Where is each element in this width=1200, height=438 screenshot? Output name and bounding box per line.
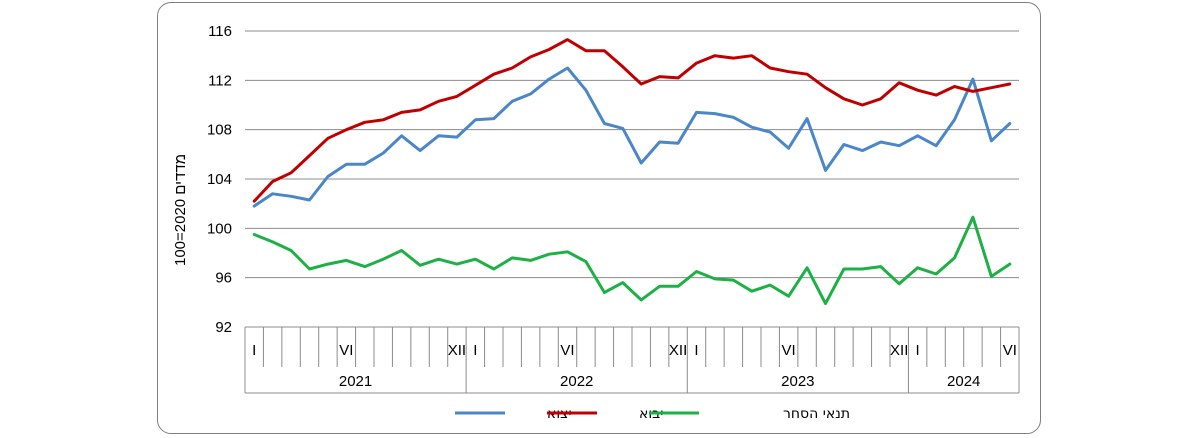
- y-tick-label: 92: [215, 319, 232, 336]
- series-line: [252, 215, 1012, 306]
- gridlines: [245, 30, 1019, 279]
- series-lines: [252, 38, 1012, 306]
- year-label: 2024: [947, 373, 980, 390]
- month-label: I: [916, 342, 920, 359]
- month-label: XII: [448, 342, 466, 359]
- month-label: XII: [669, 342, 687, 359]
- chart-frame: [157, 2, 1041, 434]
- year-label: 2023: [781, 373, 814, 390]
- month-label: VI: [560, 342, 574, 359]
- year-label: 2022: [560, 373, 593, 390]
- y-tick-label: 100: [207, 220, 232, 237]
- y-tick-label: 108: [207, 122, 232, 139]
- y-tick-label: 96: [215, 270, 232, 287]
- y-tick-label: 104: [207, 171, 232, 188]
- month-label: I: [473, 342, 477, 359]
- y-axis-ticks: 92 96 100 104 108 112 116: [207, 23, 232, 336]
- year-label: 2021: [339, 373, 372, 390]
- series-line: [252, 38, 1012, 203]
- y-tick-label: 116: [208, 23, 232, 40]
- month-label: XII: [890, 342, 908, 359]
- x-axis: I VI XII I VI XII I VI XII I VI 2021 2022 2023 2024: [244, 326, 1020, 394]
- month-label: VI: [782, 342, 796, 359]
- legend-label: תנאי הסחר: [783, 406, 850, 422]
- y-tick-label: 112: [208, 72, 232, 89]
- legend: יצואיבואתנאי הסחר: [455, 406, 850, 422]
- month-label: VI: [1003, 342, 1017, 359]
- month-label: I: [252, 342, 256, 359]
- series-line: [252, 66, 1012, 208]
- month-label: I: [694, 342, 698, 359]
- y-axis-label: מדדים 2020=100: [172, 154, 189, 266]
- month-label: VI: [339, 342, 353, 359]
